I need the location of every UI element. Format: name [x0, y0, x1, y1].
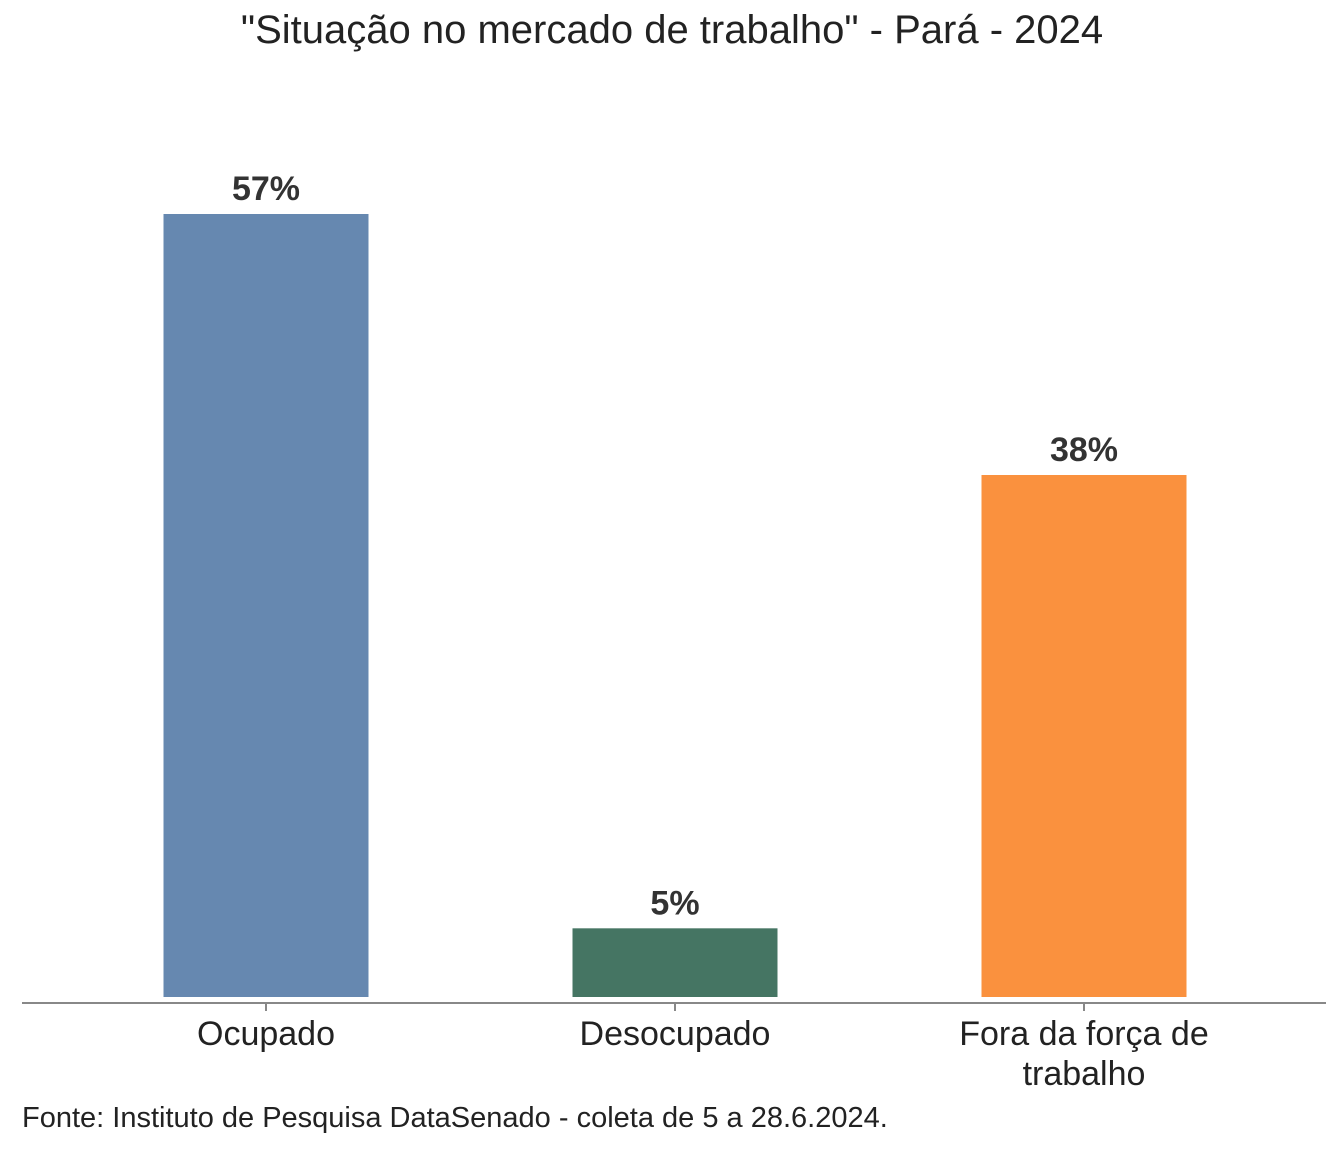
category-label-1: Desocupado: [580, 1015, 771, 1053]
source-note: Fonte: Instituto de Pesquisa DataSenado …: [22, 1102, 888, 1134]
category-label-0: Ocupado: [197, 1015, 335, 1053]
data-label-2: 38%: [1050, 431, 1118, 469]
category-label-line: Fora da força de: [959, 1015, 1208, 1053]
category-label-line: Desocupado: [580, 1015, 771, 1053]
bar-1: [572, 928, 778, 997]
x-axis-ticks: [265, 1003, 1085, 1011]
chart-title: "Situação no mercado de trabalho" - Pará…: [240, 8, 1104, 52]
category-label-2: Fora da força de trabalho: [959, 1015, 1208, 1093]
data-label-1: 5%: [650, 884, 699, 922]
bar-2: [981, 475, 1187, 997]
bars-layer: [163, 214, 1187, 997]
data-label-0: 57%: [232, 170, 300, 208]
bar-0: [163, 214, 369, 997]
category-label-line: trabalho: [1023, 1055, 1146, 1093]
data-labels: 57% 5% 38%: [232, 170, 1118, 922]
category-label-line: Ocupado: [197, 1015, 335, 1053]
category-labels: Ocupado Desocupado Fora da força de trabalh…: [197, 1015, 1209, 1093]
